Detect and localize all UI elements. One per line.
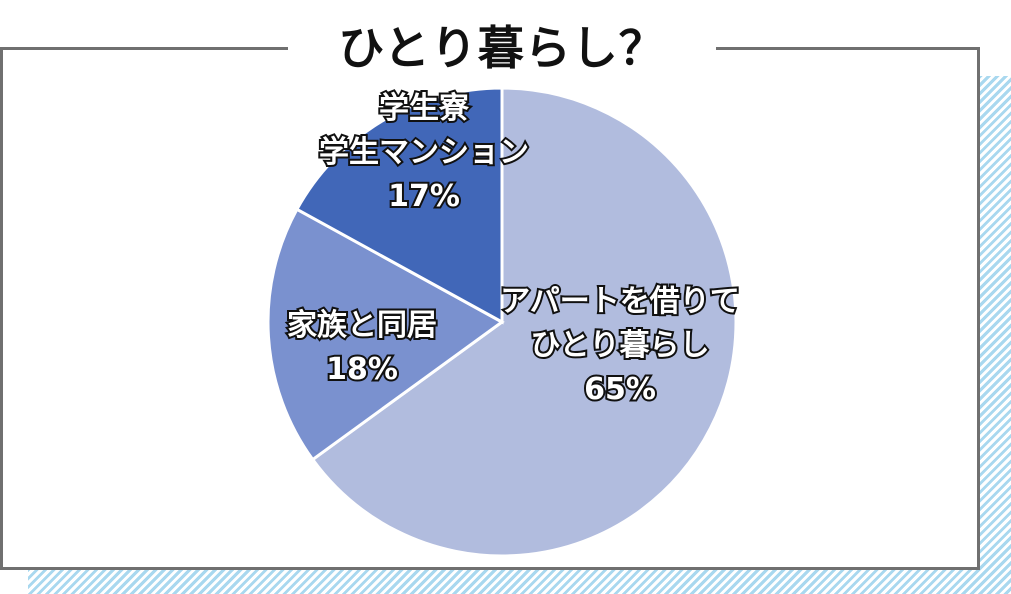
pie-slice-1 xyxy=(266,207,505,462)
title-gap xyxy=(288,30,716,70)
slice-1-value-label: 18% xyxy=(326,352,398,387)
slice-2-category-label: 学生マンション xyxy=(319,135,529,170)
chart-title: ひとり暮らし？ xyxy=(338,21,666,75)
slice-2-category-label: 学生寮 xyxy=(379,91,470,126)
slice-2-value-label: 17% xyxy=(388,179,460,214)
pie-slice-2 xyxy=(294,86,504,325)
slice-0-value-label: 65% xyxy=(584,372,656,407)
slice-0-category-label: ひとり暮らし xyxy=(530,328,709,363)
pie-slice-0 xyxy=(310,86,738,558)
slice-0-category-label: アパートを借りて xyxy=(500,284,739,319)
slice-1-category-label: 家族と同居 xyxy=(287,308,437,343)
